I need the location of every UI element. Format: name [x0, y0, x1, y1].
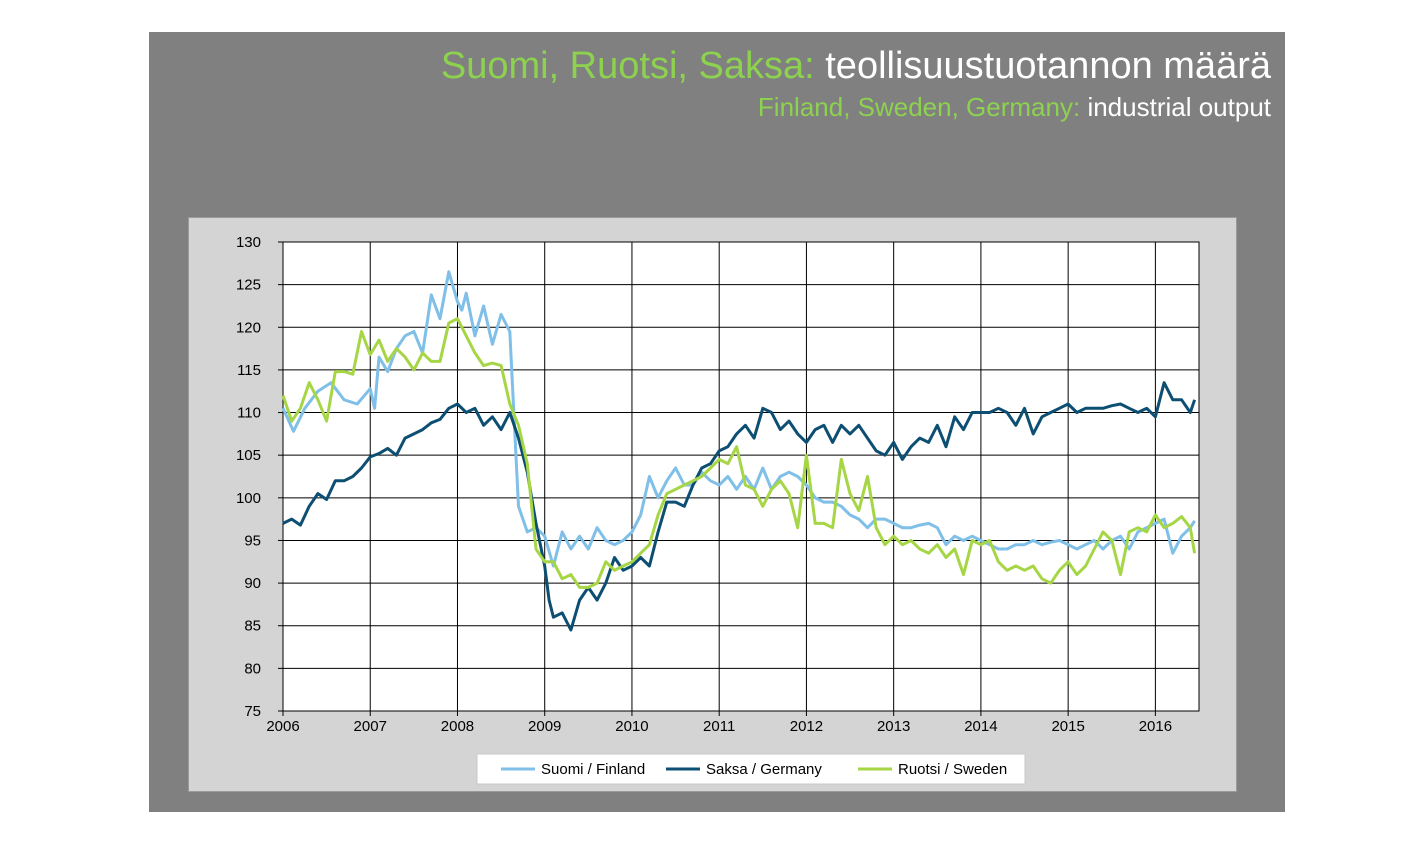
x-tick-label: 2006 — [266, 718, 299, 735]
chart-panel: 130 125 120 115 110 105 100 95 90 85 80 75 2006 2007 2… — [188, 217, 1237, 792]
y-tick-label: 85 — [244, 618, 261, 635]
x-tick-label: 2010 — [615, 718, 648, 735]
x-tick-label: 2016 — [1139, 718, 1172, 735]
y-tick-label: 100 — [236, 490, 261, 507]
title-finnish: Suomi, Ruotsi, Saksa: teollisuustuotanno… — [441, 42, 1271, 90]
title-english: Finland, Sweden, Germany: industrial out… — [441, 90, 1271, 124]
legend-item-germany-label: Saksa / Germany — [706, 761, 822, 778]
title-finnish-countries: Suomi, Ruotsi, Saksa: — [440, 45, 815, 87]
x-tick-label: 2012 — [790, 718, 823, 735]
legend-box — [476, 753, 1026, 785]
title-finnish-subject: teollisuustuotannon määrä — [825, 45, 1271, 87]
sweden-series-line — [281, 317, 1197, 589]
x-tick-label: 2014 — [964, 718, 997, 735]
x-tick-label: 2011 — [703, 718, 735, 735]
germany-series-line — [282, 381, 1197, 632]
y-tick-label: 105 — [236, 447, 261, 464]
y-tick-label: 130 — [236, 234, 261, 251]
line-chart: 130 125 120 115 110 105 100 95 90 85 80 75 2006 2007 2… — [236, 234, 1200, 785]
x-tick-label: 2015 — [1051, 718, 1084, 735]
y-tick-label: 80 — [244, 660, 261, 677]
x-tick-label: 2013 — [877, 718, 910, 735]
legend-item-finland-label: Suomi / Finland — [541, 761, 645, 778]
title-block: Suomi, Ruotsi, Saksa: teollisuustuotanno… — [441, 42, 1271, 124]
title-english-countries: Finland, Sweden, Germany: — [757, 92, 1081, 122]
x-tick-label: 2008 — [441, 718, 474, 735]
slide-background: Suomi, Ruotsi, Saksa: teollisuustuotanno… — [149, 32, 1285, 812]
x-tick-label: 2007 — [354, 718, 387, 735]
finland-series-line — [281, 270, 1196, 568]
y-tick-label: 75 — [244, 703, 261, 720]
y-tick-label: 125 — [236, 277, 261, 294]
y-tick-label: 90 — [244, 575, 261, 592]
y-tick-label: 115 — [237, 362, 261, 379]
y-tick-label: 120 — [236, 319, 261, 336]
y-tick-label: 110 — [237, 405, 261, 422]
x-tick-label: 2009 — [528, 718, 561, 735]
y-tick-label: 95 — [244, 532, 261, 549]
title-english-subject: industrial output — [1087, 92, 1271, 122]
plot-area — [282, 241, 1200, 712]
legend-item-sweden-label: Ruotsi / Sweden — [898, 761, 1007, 778]
